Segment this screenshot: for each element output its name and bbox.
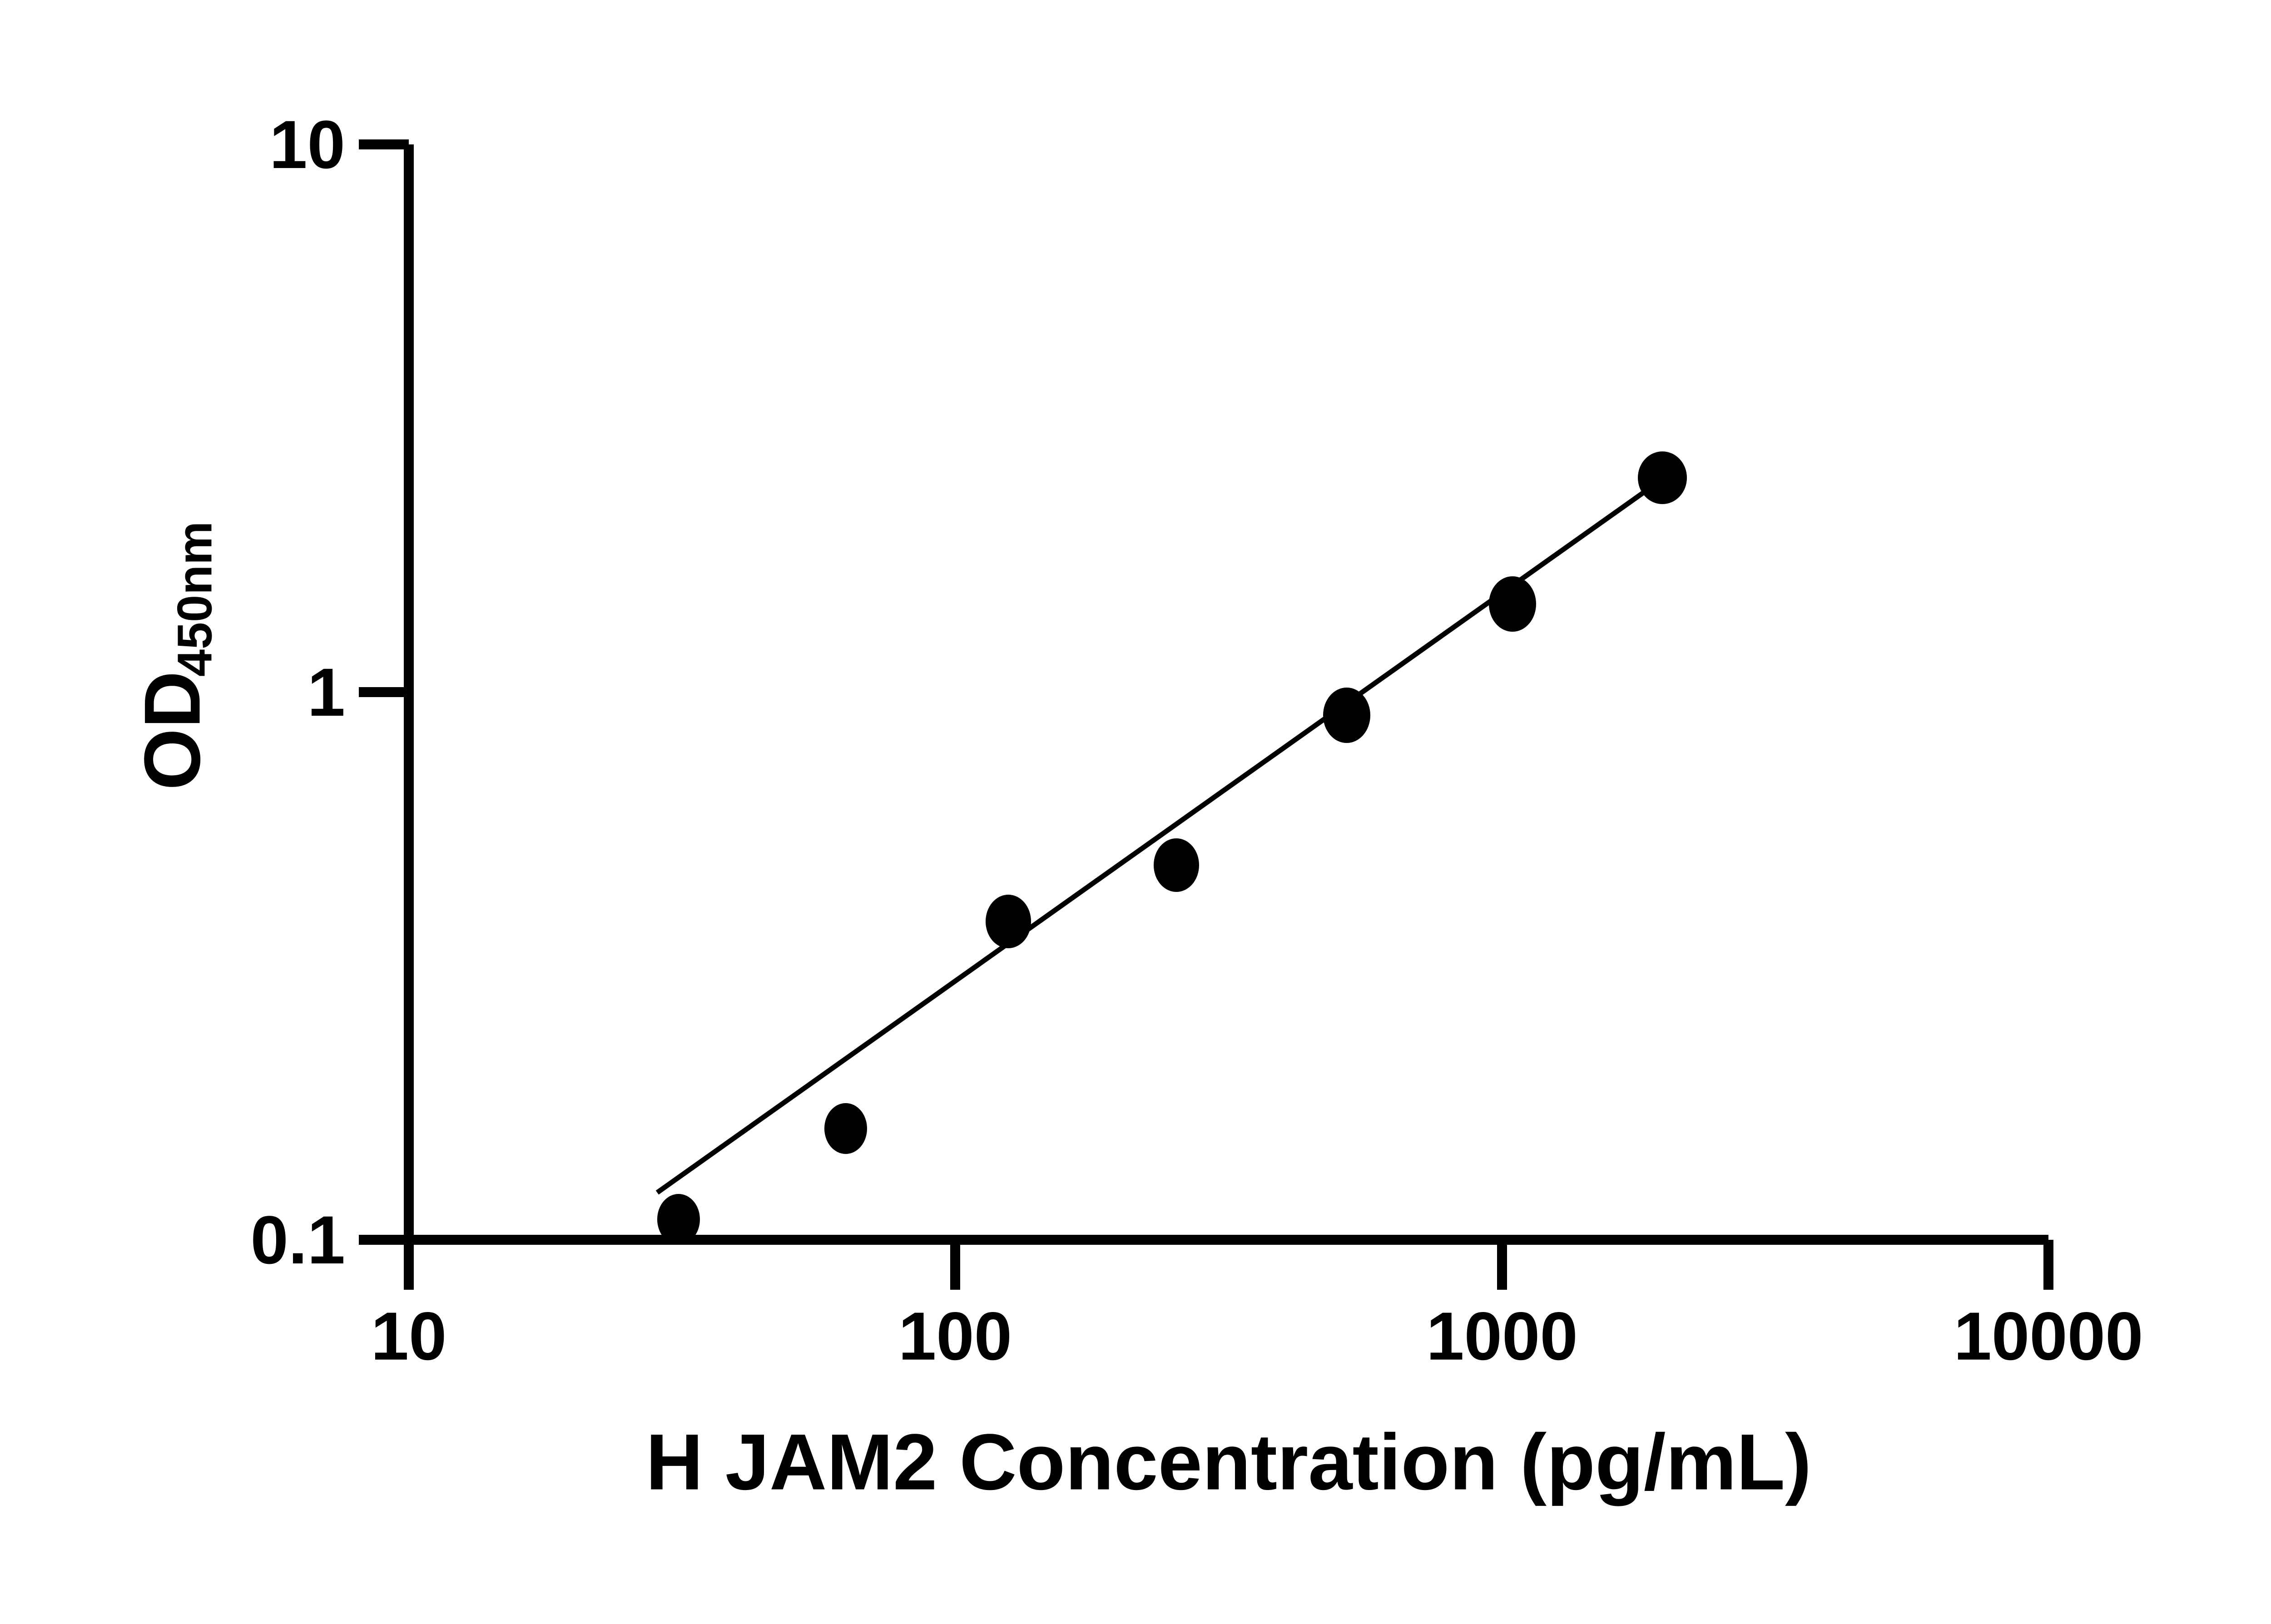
y-axis-ticks <box>359 139 409 1245</box>
data-point-marker[interactable] <box>657 1194 700 1245</box>
y-axis-title-subscript: 450nm <box>167 521 222 677</box>
y-tick-label-0-1: 0.1 <box>250 1202 345 1278</box>
y-tick-label-1: 1 <box>307 654 345 730</box>
data-point-marker[interactable] <box>824 1103 867 1154</box>
data-point-marker[interactable] <box>1323 688 1370 743</box>
x-axis-ticks <box>404 1240 2053 1290</box>
y-axis-title: OD 450nm <box>129 521 222 790</box>
x-tick-label-10000: 10000 <box>1954 1298 2143 1374</box>
x-axis-title: H JAM2 Concentration (pg/mL) <box>646 1418 1812 1507</box>
x-tick-label-100: 100 <box>898 1298 1012 1374</box>
data-point-marker[interactable] <box>1638 451 1687 504</box>
x-tick-labels: 10 100 1000 10000 <box>371 1298 2143 1374</box>
y-tick-label-10: 10 <box>269 106 345 183</box>
axis-lines <box>404 144 2048 1245</box>
data-points <box>657 451 1687 1245</box>
x-tick-label-10: 10 <box>371 1298 447 1374</box>
data-point-marker[interactable] <box>1154 838 1199 892</box>
data-point-marker[interactable] <box>986 895 1031 948</box>
data-point-marker[interactable] <box>1489 576 1536 632</box>
y-tick-labels: 10 1 0.1 <box>250 106 345 1278</box>
y-axis-title-main: OD <box>129 671 217 791</box>
x-tick-label-1000: 1000 <box>1426 1298 1578 1374</box>
